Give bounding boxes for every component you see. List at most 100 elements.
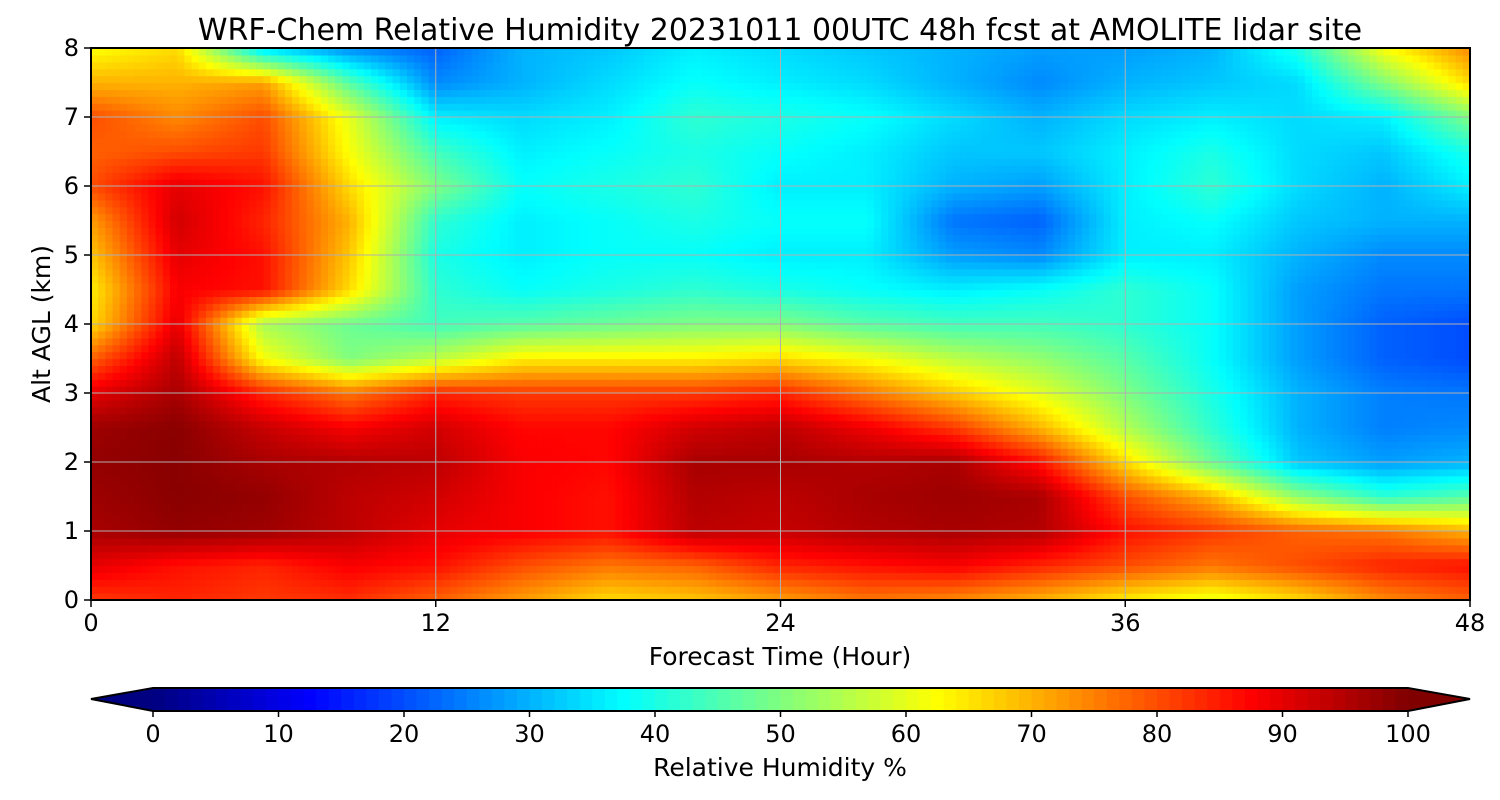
heatmap-cell (687, 517, 695, 525)
heatmap-cell (1326, 531, 1335, 539)
heatmap-cell (1412, 468, 1421, 477)
heatmap-cell (1426, 448, 1435, 456)
heatmap-cell (924, 510, 932, 518)
heatmap-cell (608, 544, 616, 553)
heatmap-cell (471, 510, 480, 518)
heatmap-cell (536, 420, 545, 429)
heatmap-cell (342, 503, 351, 511)
heatmap-cell (1412, 593, 1421, 600)
heatmap-cell (421, 544, 430, 553)
heatmap-cell (292, 531, 300, 539)
heatmap-cell (213, 420, 221, 429)
heatmap-cell (960, 475, 968, 484)
heatmap-cell (1053, 531, 1062, 539)
heatmap-cell (751, 572, 760, 580)
heatmap-cell (974, 489, 983, 498)
heatmap-cell (256, 586, 264, 594)
heatmap-cell (1441, 455, 1450, 463)
heatmap-cell (1197, 510, 1205, 518)
heatmap-cell (435, 489, 444, 498)
heatmap-cell (342, 420, 351, 429)
heatmap-cell (967, 441, 976, 449)
heatmap-cell (593, 572, 602, 580)
heatmap-cell (105, 537, 114, 546)
heatmap-cell (1369, 468, 1378, 477)
heatmap-cell (1010, 586, 1019, 594)
heatmap-cell (170, 551, 178, 560)
heatmap-cell (1283, 489, 1292, 498)
heatmap-cell (234, 427, 243, 435)
heatmap-cell (960, 427, 968, 435)
heatmap-cell (737, 503, 746, 511)
heatmap-cell (981, 427, 990, 435)
heatmap-cell (1003, 517, 1011, 525)
heatmap-cell (1053, 544, 1062, 553)
heatmap-cell (1276, 565, 1284, 573)
heatmap-cell (385, 489, 394, 498)
heatmap-cell (220, 593, 229, 600)
heatmap-cell (687, 455, 695, 463)
heatmap-cell (837, 503, 846, 511)
heatmap-cell (615, 572, 624, 580)
heatmap-cell (342, 586, 351, 594)
heatmap-cell (715, 593, 724, 600)
heatmap-cell (1369, 434, 1378, 442)
heatmap-cell (507, 489, 516, 498)
heatmap-cell (1290, 420, 1299, 429)
heatmap-cell (1225, 420, 1234, 429)
heatmap-cell (1010, 593, 1019, 600)
heatmap-cell (687, 441, 695, 449)
heatmap-cell (155, 510, 164, 518)
heatmap-cell (464, 427, 473, 435)
heatmap-cell (378, 586, 387, 594)
heatmap-cell (155, 544, 164, 553)
heatmap-cell (1125, 517, 1134, 525)
heatmap-cell (730, 524, 738, 532)
heatmap-cell (974, 468, 983, 477)
heatmap-cell (363, 558, 372, 567)
heatmap-cell (105, 448, 114, 456)
heatmap-cell (715, 531, 724, 539)
heatmap-cell (1074, 455, 1083, 463)
heatmap-cell (514, 434, 523, 442)
heatmap-cell (220, 475, 229, 484)
heatmap-cell (198, 593, 207, 600)
heatmap-cell (845, 427, 853, 435)
heatmap-cell (1268, 510, 1277, 518)
heatmap-cell (701, 462, 710, 470)
heatmap-cell (1096, 586, 1105, 594)
heatmap-cell (162, 482, 171, 491)
heatmap-cell (1240, 586, 1248, 594)
heatmap-cell (234, 510, 243, 518)
heatmap-cell (960, 503, 968, 511)
heatmap-cell (378, 434, 387, 442)
heatmap-cell (198, 420, 207, 429)
heatmap-cell (349, 551, 358, 560)
heatmap-cell (263, 510, 272, 518)
heatmap-cell (356, 572, 365, 580)
heatmap-cell (155, 462, 164, 470)
heatmap-cell (1031, 586, 1040, 594)
heatmap-cell (543, 482, 552, 491)
heatmap-cell (866, 551, 875, 560)
heatmap-cell (428, 586, 437, 594)
heatmap-cell (385, 462, 394, 470)
heatmap-cell (435, 572, 444, 580)
heatmap-cell (385, 558, 394, 567)
heatmap-cell (1247, 593, 1256, 600)
heatmap-cell (701, 420, 710, 429)
heatmap-cell (1390, 482, 1399, 491)
heatmap-cell (1283, 420, 1292, 429)
heatmap-cell (1326, 565, 1335, 573)
heatmap-cell (1297, 586, 1306, 594)
heatmap-cell (687, 448, 695, 456)
heatmap-cell (1089, 448, 1098, 456)
heatmap-cell (816, 448, 825, 456)
heatmap-cell (1448, 593, 1457, 600)
heatmap-cell (565, 468, 573, 477)
heatmap-cell (306, 503, 315, 511)
heatmap-cell (1053, 517, 1062, 525)
heatmap-cell (91, 462, 99, 470)
heatmap-cell (873, 517, 882, 525)
heatmap-cell (1254, 537, 1263, 546)
